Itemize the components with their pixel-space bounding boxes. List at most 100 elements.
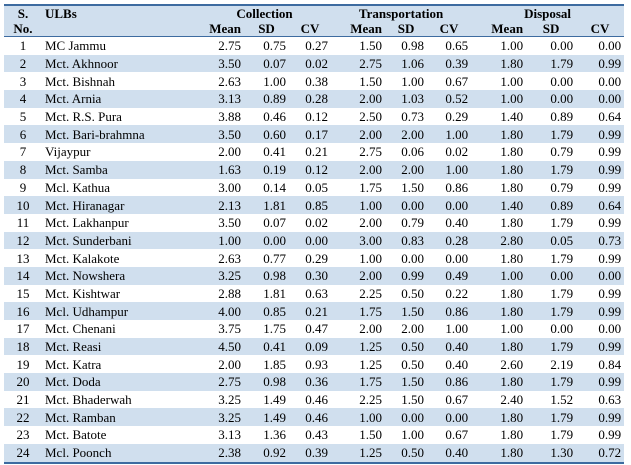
cell-transportation-cv: 0.40 [445,215,469,231]
cell-disposal-sd: 0.89 [526,196,577,214]
cell-sno: 2 [4,54,42,73]
cell-ulb: Mct. Chenani [45,321,116,337]
cell-transportation-mean: 1.50 [359,38,383,54]
cell-collection-mean: 3.00 [218,179,241,195]
cell-disposal-cv: 0.84 [598,356,622,372]
cell-transportation-sd: 0.79 [401,215,425,231]
cell-transportation-sd: 1.06 [385,54,428,73]
table-row: 17 Mct. Chenani 3.75 1.75 0.47 2.00 2.00 1.00 1.… [4,320,624,338]
cell-collection-mean: 2.88 [218,285,241,301]
cell-disposal-sd: 0.00 [550,38,574,54]
table-row: 20 Mct. Doda 2.75 0.98 0.36 1.75 1.50 0.86 1.80 1… [4,373,625,391]
cell-collection-cv: 0.46 [305,392,329,408]
cell-disposal-sd: 0.00 [550,321,574,337]
cell-ulb: Mct. Akhnoor [42,54,198,73]
cell-collection-sd: 1.81 [244,196,289,214]
cell-disposal-cv: 0.99 [576,373,625,391]
header-collection: Collection [198,4,332,21]
cell-collection-mean: 4.00 [198,302,244,320]
cell-ulb: Mct. Samba [42,160,198,179]
cell-transportation-cv: 1.00 [445,321,469,337]
cell-transportation-sd: 2.00 [385,125,428,144]
cell-sno: 17 [16,321,30,337]
cell-sno: 21 [16,392,30,408]
cell-disposal-cv: 0.72 [576,443,625,464]
cell-collection-sd: 1.00 [263,73,286,89]
cell-disposal-sd: 1.79 [526,54,577,73]
header-ulbs-spacer [42,21,198,37]
cell-transportation-sd: 0.73 [401,109,425,125]
cell-disposal-mean: 2.60 [500,356,524,372]
cell-disposal-cv: 0.99 [598,179,622,195]
cell-disposal-mean: 1.00 [471,90,527,108]
cell-sno: 22 [4,408,42,427]
cell-disposal-sd: 1.79 [550,285,574,301]
cell-transportation-cv: 0.86 [427,302,472,320]
cell-sno: 23 [16,427,30,443]
cell-sno: 8 [4,160,42,179]
cell-collection-mean: 3.25 [198,266,244,285]
cell-disposal-mean: 1.80 [471,408,527,427]
cell-transportation-sd: 0.50 [401,356,425,372]
cell-collection-sd: 0.89 [244,90,289,108]
table-row: 6 Mct. Bari-brahmna 3.50 0.60 0.17 2.00 2.00 1.… [4,125,625,144]
cell-transportation-mean: 1.75 [359,179,383,195]
cell-transportation-mean: 2.00 [359,321,383,337]
cell-ulb: Mct. Sunderbani [42,231,198,250]
cell-ulb: Mct. Doda [42,373,198,391]
cell-disposal-sd: 0.00 [526,90,577,108]
cell-collection-sd: 1.81 [263,285,286,301]
table-row: 14 Mct. Nowshera 3.25 0.98 0.30 2.00 0.99 0.49 1… [4,266,625,285]
table-row: 13 Mct. Kalakote 2.63 0.77 0.29 1.00 0.00 0.00 1… [4,249,624,267]
cell-transportation-sd: 0.06 [401,144,425,160]
cell-transportation-mean: 2.00 [359,215,383,231]
cell-sno: 12 [4,231,42,250]
header-row-sub: No. Mean SD CV Mean SD CV Mean SD CV [4,21,625,37]
table-header: S. ULBs Collection Transportation Dispos… [4,4,625,37]
cell-collection-cv: 0.21 [289,302,332,320]
cell-disposal-cv: 0.64 [598,109,622,125]
header-ulbs: ULBs [42,4,198,21]
cell-transportation-cv: 0.67 [445,392,469,408]
cell-sno: 1 [19,38,27,54]
cell-transportation-sd: 0.99 [385,266,428,285]
cell-collection-mean: 2.63 [218,73,241,89]
cell-disposal-sd: 0.05 [526,231,577,250]
cell-transportation-cv: 0.40 [445,356,469,372]
cell-transportation-mean: 2.25 [359,392,383,408]
table-body: 1 MC Jammu 2.75 0.75 0.27 1.50 0.98 0.65 1.00 0.0… [4,37,625,464]
cell-collection-mean: 1.63 [198,160,244,179]
cell-collection-cv: 0.02 [289,54,332,73]
cell-collection-mean: 3.50 [198,54,244,73]
cell-disposal-cv: 0.99 [598,144,622,160]
cell-ulb: Mct. Lakhanpur [45,215,129,231]
cell-collection-mean: 2.75 [218,38,241,54]
table-row: 10 Mct. Hiranagar 2.13 1.81 0.85 1.00 0.00 0.00… [4,196,625,214]
cell-ulb: Mct. Kalakote [45,250,120,266]
cell-ulb: Mct. Batote [45,427,107,443]
cell-collection-sd: 0.85 [244,302,289,320]
cell-disposal-mean: 1.80 [471,125,527,144]
table-row: 12 Mct. Sunderbani 1.00 0.00 0.00 3.00 0.83 0.2… [4,231,625,250]
cell-disposal-cv: 0.99 [576,54,625,73]
cell-sno: 20 [4,373,42,391]
header-transportation-sd: SD [385,21,428,37]
cell-transportation-cv: 0.02 [445,144,469,160]
cell-transportation-sd: 0.50 [385,337,428,356]
cell-disposal-cv: 0.99 [598,285,622,301]
cell-sno: 14 [4,266,42,285]
cell-collection-cv: 0.85 [289,196,332,214]
cell-disposal-sd: 1.79 [526,160,577,179]
cell-transportation-cv: 0.22 [445,285,469,301]
cell-collection-cv: 0.12 [289,160,332,179]
cell-transportation-sd: 0.50 [401,285,425,301]
cell-transportation-cv: 0.86 [445,179,469,195]
header-row-groups: S. ULBs Collection Transportation Dispos… [4,4,625,21]
cell-transportation-cv: 0.00 [427,408,472,427]
cell-collection-cv: 0.39 [289,443,332,464]
header-collection-sd: SD [244,21,289,37]
table-row: 18 Mct. Reasi 4.50 0.41 0.09 1.25 0.50 0.40 1.80… [4,337,625,356]
cell-ulb: Mct. R.S. Pura [45,109,122,125]
cell-disposal-mean: 1.80 [500,250,524,266]
cell-disposal-mean: 1.80 [471,373,527,391]
